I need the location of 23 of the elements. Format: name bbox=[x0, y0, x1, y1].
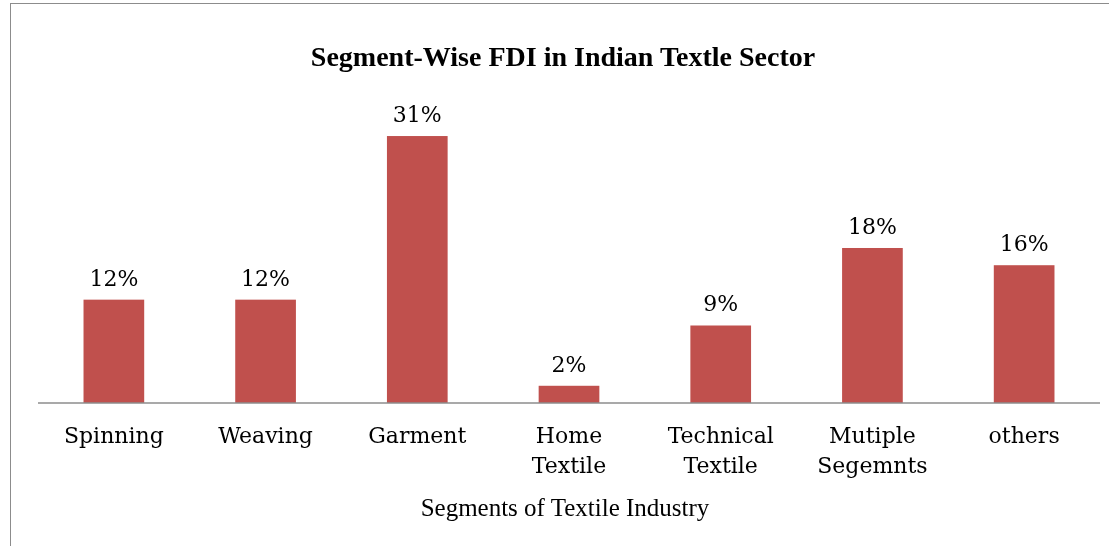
x-tick-label: Garment bbox=[368, 423, 467, 448]
x-tick-label: Spinning bbox=[63, 423, 164, 448]
bar bbox=[83, 299, 145, 403]
bar bbox=[690, 325, 752, 403]
bar bbox=[386, 136, 448, 403]
bar bbox=[538, 385, 600, 403]
x-tick-label: others bbox=[988, 423, 1060, 448]
bar bbox=[993, 265, 1055, 403]
data-label: 18% bbox=[847, 213, 897, 239]
data-label: 2% bbox=[551, 351, 587, 377]
x-tick-label: Home Textile bbox=[531, 423, 607, 478]
x-tick-label: Weaving bbox=[218, 423, 313, 448]
data-label: 16% bbox=[999, 231, 1049, 257]
data-label: 12% bbox=[241, 265, 291, 291]
bar bbox=[235, 299, 296, 403]
x-axis-title: Segments of Textile Industry bbox=[420, 494, 710, 521]
x-tick-label: Mutiple Segemnts bbox=[817, 423, 928, 478]
bar bbox=[842, 247, 903, 403]
data-label: 9% bbox=[703, 291, 739, 317]
chart-title: Segment-Wise FDI in Indian Textle Sector bbox=[310, 41, 816, 72]
data-label: 12% bbox=[89, 265, 139, 291]
x-tick-label: Technical Textile bbox=[667, 423, 774, 478]
data-label: 31% bbox=[392, 102, 442, 128]
